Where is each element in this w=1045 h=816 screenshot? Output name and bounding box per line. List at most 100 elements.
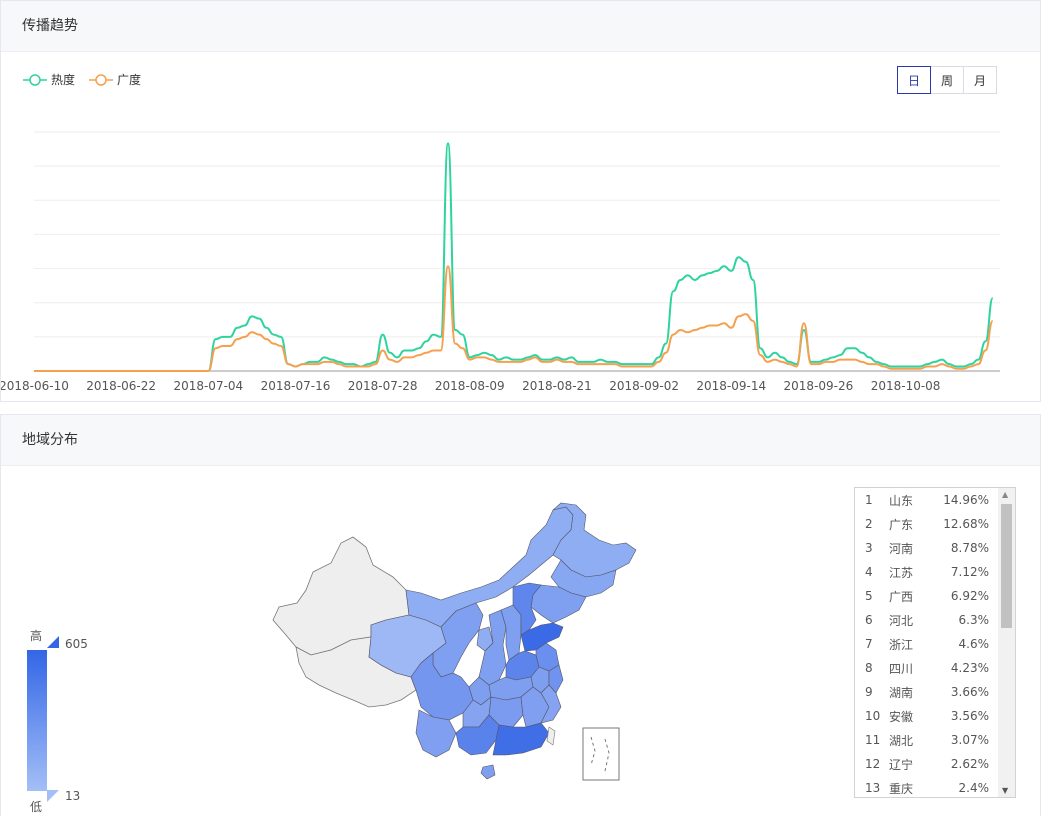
scroll-down-icon[interactable]: ▼ [1002,786,1009,795]
trend-legend: 热度 广度 [23,71,141,88]
map-region-shandong[interactable] [520,622,564,652]
trend-chart: 2018-06-10 2018-06-22 2018-07-04 2018-07-16… [1,131,1000,393]
trend-panel: 传播趋势 2018-06-10 2018-06-22 2018-07-04 2018-… [0,0,1041,402]
ranking-province: 湖南 [889,685,914,700]
period-week-button[interactable]: 周 [930,66,964,94]
x-tick-label: 2018-09-02 [609,379,679,393]
ranking-index: 1 [865,493,873,507]
x-tick-label: 2018-06-22 [86,379,156,393]
ranking-index: 10 [865,709,881,723]
ranking-province: 湖北 [889,733,914,748]
ranking-percent: 8.78% [950,541,989,555]
ranking-province: 广东 [889,517,914,532]
visual-map: 高 605 13 低 [1,415,121,816]
ranking-row[interactable]: 5 广西 6.92% [855,584,998,608]
ranking-row[interactable]: 2 广东 12.68% [855,512,998,536]
ranking-row[interactable]: 12 辽宁 2.62% [855,752,998,776]
ranking-row[interactable]: 11 湖北 3.07% [855,728,998,752]
visual-map-max-value: 605 [65,637,88,651]
ranking-index: 9 [865,685,873,699]
ranking-percent: 6.3% [958,613,990,627]
map-region-zhejiang[interactable] [548,664,564,694]
ranking-percent: 4.6% [958,637,990,651]
x-tick-label: 2018-10-08 [871,379,941,393]
ranking-index: 5 [865,589,873,603]
ranking-row[interactable]: 1 山东 14.96% [855,488,998,512]
ranking-percent: 12.68% [943,517,989,531]
x-tick-label: 2018-06-10 [1,379,69,393]
period-day-button[interactable]: 日 [897,66,931,94]
ranking-index: 13 [865,781,881,795]
x-tick-label: 2018-08-21 [522,379,592,393]
x-tick-label: 2018-07-04 [173,379,243,393]
ranking-percent: 7.12% [950,565,989,579]
legend-heat-label: 热度 [51,73,76,87]
legend-reach-icon [89,73,114,86]
china-map[interactable] [1,415,1042,816]
map-region-jilin[interactable] [550,559,617,598]
south-sea-inset [582,727,620,781]
series-line-reach[interactable] [33,265,994,373]
ranking-province: 安徽 [889,709,914,724]
legend-item-reach[interactable]: 广度 [89,71,141,88]
x-tick-label: 2018-08-09 [435,379,505,393]
ranking-row[interactable]: 13 重庆 2.4% [855,776,998,797]
ranking-row[interactable]: 8 四川 4.23% [855,656,998,680]
map-region-taiwan[interactable] [546,726,556,746]
ranking-province: 广西 [889,589,914,604]
ranking-index: 7 [865,637,873,651]
region-panel-title: 地域分布 [1,415,1040,466]
ranking-rows: 1 山东 14.96% 2 广东 12.68% 3 河南 8.78% 4 江苏 7.12% 5 广西 6.9… [855,488,998,797]
map-region-guangdong[interactable] [492,722,550,756]
period-month-button[interactable]: 月 [963,66,997,94]
map-region-hainan[interactable] [480,764,496,780]
ranking-percent: 4.23% [950,661,989,675]
ranking-province: 河北 [889,613,914,628]
region-ranking-list[interactable]: 1 山东 14.96% 2 广东 12.68% 3 河南 8.78% 4 江苏 7.12% 5 广西 6.9… [854,487,1016,798]
visual-map-high-label: 高 [30,629,43,643]
ranking-scrollbar[interactable]: ▲ ▼ [998,488,1015,797]
scroll-up-icon[interactable]: ▲ [1002,490,1009,499]
ranking-percent: 3.56% [950,709,989,723]
ranking-index: 11 [865,733,881,747]
visual-map-gradient-bar[interactable] [27,650,47,791]
map-region-fujian[interactable] [540,684,562,724]
ranking-percent: 2.62% [950,757,989,771]
scrollbar-thumb[interactable] [1001,504,1012,628]
ranking-row[interactable]: 3 河南 8.78% [855,536,998,560]
ranking-index: 12 [865,757,881,771]
south-sea-dashes [590,736,610,772]
ranking-province: 四川 [889,661,914,676]
ranking-percent: 6.92% [950,589,989,603]
ranking-province: 辽宁 [889,757,914,772]
ranking-index: 8 [865,661,873,675]
ranking-province: 河南 [889,541,914,556]
legend-reach-label: 广度 [117,73,142,87]
ranking-percent: 3.07% [950,733,989,747]
legend-item-heat[interactable]: 热度 [23,71,75,88]
ranking-percent: 3.66% [950,685,989,699]
ranking-index: 4 [865,565,873,579]
visual-map-max-handle[interactable] [47,636,59,648]
x-tick-label: 2018-09-26 [784,379,854,393]
map-region-yunnan[interactable] [415,709,457,758]
ranking-row[interactable]: 10 安徽 3.56% [855,704,998,728]
ranking-province: 浙江 [889,637,914,652]
ranking-province: 江苏 [889,565,914,580]
region-panel: 地域分布 高 [0,414,1041,816]
ranking-index: 2 [865,517,873,531]
ranking-row[interactable]: 7 浙江 4.6% [855,632,998,656]
ranking-province: 山东 [889,493,914,508]
ranking-row[interactable]: 6 河北 6.3% [855,608,998,632]
series-line-heat[interactable] [33,142,994,373]
legend-heat-icon [23,73,47,86]
map-region-hebei[interactable] [512,582,542,636]
ranking-percent: 14.96% [943,493,989,507]
x-tick-label: 2018-07-28 [348,379,418,393]
ranking-percent: 2.4% [958,781,990,795]
ranking-row[interactable]: 4 江苏 7.12% [855,560,998,584]
ranking-index: 3 [865,541,873,555]
visual-map-min-handle[interactable] [47,790,59,802]
ranking-row[interactable]: 9 湖南 3.66% [855,680,998,704]
visual-map-min-value: 13 [65,789,81,803]
